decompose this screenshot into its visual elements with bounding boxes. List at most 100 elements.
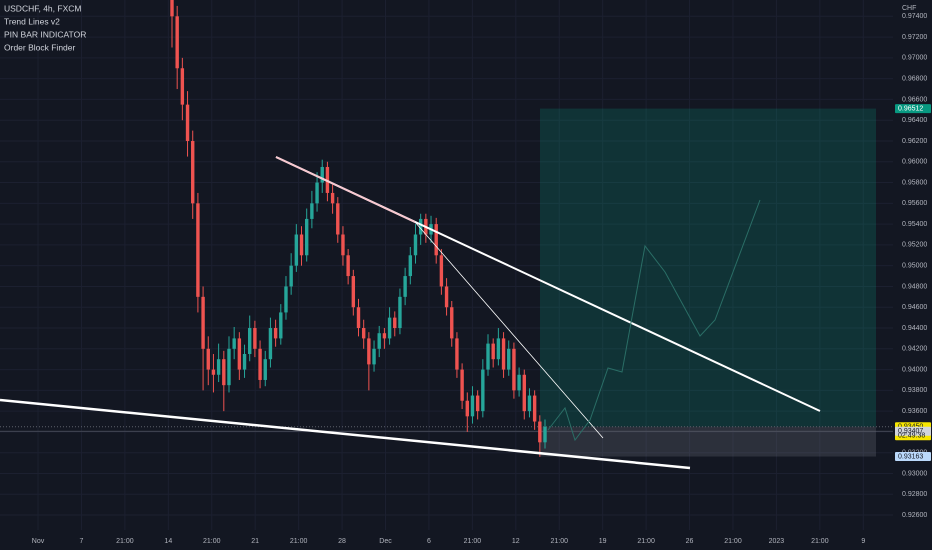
x-tick-label: Nov <box>32 538 45 545</box>
x-tick-label: 7 <box>79 538 83 545</box>
candle-body <box>408 255 413 277</box>
candle-body <box>413 234 418 256</box>
x-tick-label: 21:00 <box>290 538 308 545</box>
candle-body <box>191 140 195 204</box>
x-tick-label: 9 <box>861 538 865 545</box>
candle-body <box>216 359 221 375</box>
candle-body <box>170 0 174 17</box>
candle-body <box>320 166 324 183</box>
y-tick-label: 0.92600 <box>902 512 927 519</box>
candle-body <box>517 374 521 391</box>
y-tick-label: 0.95200 <box>902 242 927 249</box>
legend-item: USDCHF, 4h, FXCM <box>4 3 81 13</box>
candle-body <box>351 276 356 308</box>
y-tick-label: 0.92800 <box>902 491 927 498</box>
candle-body <box>336 203 340 235</box>
candle-body <box>527 395 532 412</box>
candle-body <box>185 104 190 141</box>
price-label-bg <box>895 104 931 114</box>
candle-body <box>434 224 438 256</box>
y-tick-label: 0.94600 <box>902 304 927 311</box>
candle-body <box>393 317 397 329</box>
x-tick-label: 26 <box>686 538 694 545</box>
candle-body <box>330 192 335 204</box>
candle-body <box>398 296 402 329</box>
trend-line <box>0 398 691 470</box>
candle-body <box>289 265 293 287</box>
candle-body <box>273 328 278 339</box>
y-tick-label: 0.97200 <box>902 34 927 41</box>
legend-item: Order Block Finder <box>4 42 75 52</box>
price-label: 0.96512 <box>898 105 923 112</box>
position-tool <box>0 108 893 457</box>
candle-body <box>460 369 464 401</box>
y-tick-label: 0.95800 <box>902 179 927 186</box>
candle-body <box>377 333 381 349</box>
candle-body <box>543 426 547 443</box>
candle-body <box>310 203 314 219</box>
candle-body <box>387 317 392 339</box>
candle-body <box>470 395 475 417</box>
drawings <box>0 156 821 470</box>
price-label: 0.93163 <box>898 453 923 460</box>
candle-body <box>532 395 537 422</box>
candle-body <box>356 307 361 329</box>
x-tick-label: 19 <box>599 538 607 545</box>
candle-body <box>196 203 200 297</box>
x-tick-label: Dec <box>379 538 392 545</box>
y-tick-label: 0.96400 <box>902 117 927 124</box>
candle-body <box>418 218 423 235</box>
candle-body <box>253 328 257 349</box>
y-tick-label: 0.93000 <box>902 470 927 477</box>
candle-body <box>237 338 242 370</box>
candle-body <box>222 359 226 386</box>
candle-body <box>465 400 469 417</box>
x-tick-label: 21:00 <box>811 538 829 545</box>
y-tick-label: 0.95400 <box>902 221 927 228</box>
candle-body <box>299 234 304 256</box>
x-tick-label: 21:00 <box>464 538 482 545</box>
candle-body <box>496 338 501 360</box>
countdown: 02:49:38 <box>898 433 925 440</box>
candle-body <box>522 374 526 412</box>
legend: USDCHF, 4h, FXCM Trend Lines v2 PIN BAR … <box>4 3 86 52</box>
candle-body <box>232 338 236 349</box>
candle-body <box>486 343 490 370</box>
candle-body <box>382 333 387 339</box>
y-tick-label: 0.94400 <box>902 325 927 332</box>
candle-body <box>491 343 495 360</box>
candle-body <box>507 348 511 370</box>
candle-body <box>294 234 299 266</box>
candle-body <box>248 328 252 354</box>
candle-body <box>346 255 350 277</box>
candle-body <box>455 338 459 370</box>
candle-body <box>279 312 283 339</box>
candle-body <box>481 369 485 412</box>
candle-body <box>242 353 247 370</box>
candle-body <box>180 68 185 105</box>
y-tick-label: 0.97400 <box>902 13 927 20</box>
price-label: 0.93407 <box>898 428 923 435</box>
y-tick-label: 0.95600 <box>902 200 927 207</box>
candle-body <box>403 276 407 297</box>
price-axis <box>893 0 932 550</box>
legend-item: Trend Lines v2 <box>4 16 60 26</box>
x-tick-label: 21 <box>251 538 259 545</box>
x-tick-label: 6 <box>427 538 431 545</box>
candle-body <box>341 234 345 256</box>
legend-item: PIN BAR INDICATOR <box>4 29 86 39</box>
candle-body <box>284 286 288 313</box>
candle-body <box>367 338 371 365</box>
y-tick-label: 0.96200 <box>902 138 927 145</box>
trend-line <box>414 221 604 439</box>
candle-body <box>201 296 205 349</box>
stop-zone <box>540 426 876 457</box>
x-tick-label: 12 <box>512 538 520 545</box>
axis: 0.926000.928000.930000.932000.934000.936… <box>32 13 931 545</box>
x-tick-label: 14 <box>164 538 172 545</box>
x-tick-label: 21:00 <box>724 538 742 545</box>
y-tick-label: 0.96800 <box>902 75 927 82</box>
candle-body <box>258 348 262 380</box>
currency: CHF <box>902 5 916 12</box>
